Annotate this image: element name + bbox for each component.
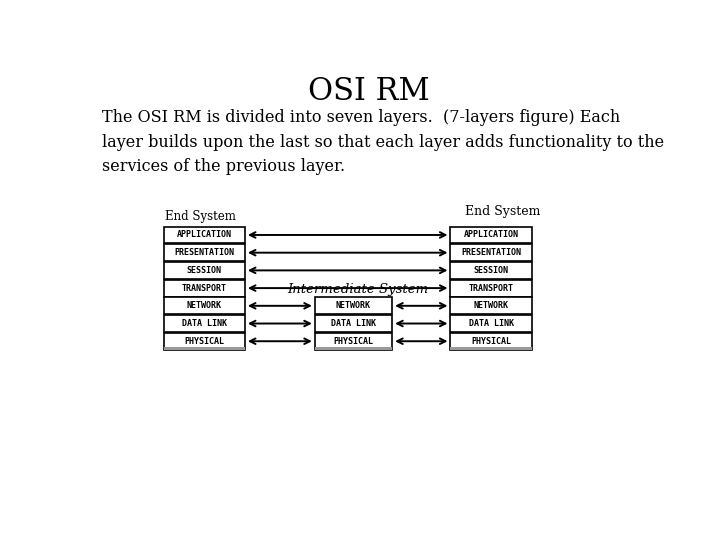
Bar [451,280,532,296]
Text: NETWORK: NETWORK [186,301,222,310]
Bar [163,280,245,296]
Text: TRANSPORT: TRANSPORT [182,284,227,293]
Bar [163,262,245,279]
Text: SESSION: SESSION [474,266,508,275]
Text: DATA LINK: DATA LINK [182,319,227,328]
Bar [163,333,245,350]
Text: DATA LINK: DATA LINK [331,319,376,328]
Text: NETWORK: NETWORK [474,301,508,310]
Text: End System: End System [165,211,236,224]
Text: PHYSICAL: PHYSICAL [184,337,225,346]
Bar [163,244,245,261]
Bar [451,226,532,244]
Bar [451,298,532,314]
Text: DATA LINK: DATA LINK [469,319,513,328]
Bar [163,298,245,314]
Text: OSI RM: OSI RM [308,76,430,107]
Text: End System: End System [465,205,541,218]
Text: TRANSPORT: TRANSPORT [469,284,513,293]
Text: PHYSICAL: PHYSICAL [471,337,511,346]
Bar [451,244,532,261]
Bar [315,333,392,350]
Text: APPLICATION: APPLICATION [177,231,232,239]
Text: SESSION: SESSION [186,266,222,275]
Bar [163,347,245,350]
Bar [451,315,532,332]
Text: PRESENTATION: PRESENTATION [174,248,234,257]
Text: APPLICATION: APPLICATION [464,231,518,239]
Text: NETWORK: NETWORK [336,301,371,310]
Text: Intermediate System: Intermediate System [287,283,428,296]
Bar [315,315,392,332]
Bar [451,333,532,350]
Bar [315,298,392,314]
Text: The OSI RM is divided into seven layers.  (7-layers figure) Each
layer builds up: The OSI RM is divided into seven layers.… [102,110,664,175]
Bar [315,347,392,350]
Text: PHYSICAL: PHYSICAL [333,337,374,346]
Bar [163,226,245,244]
Text: PRESENTATION: PRESENTATION [461,248,521,257]
Bar [451,262,532,279]
Bar [163,315,245,332]
Bar [451,347,532,350]
